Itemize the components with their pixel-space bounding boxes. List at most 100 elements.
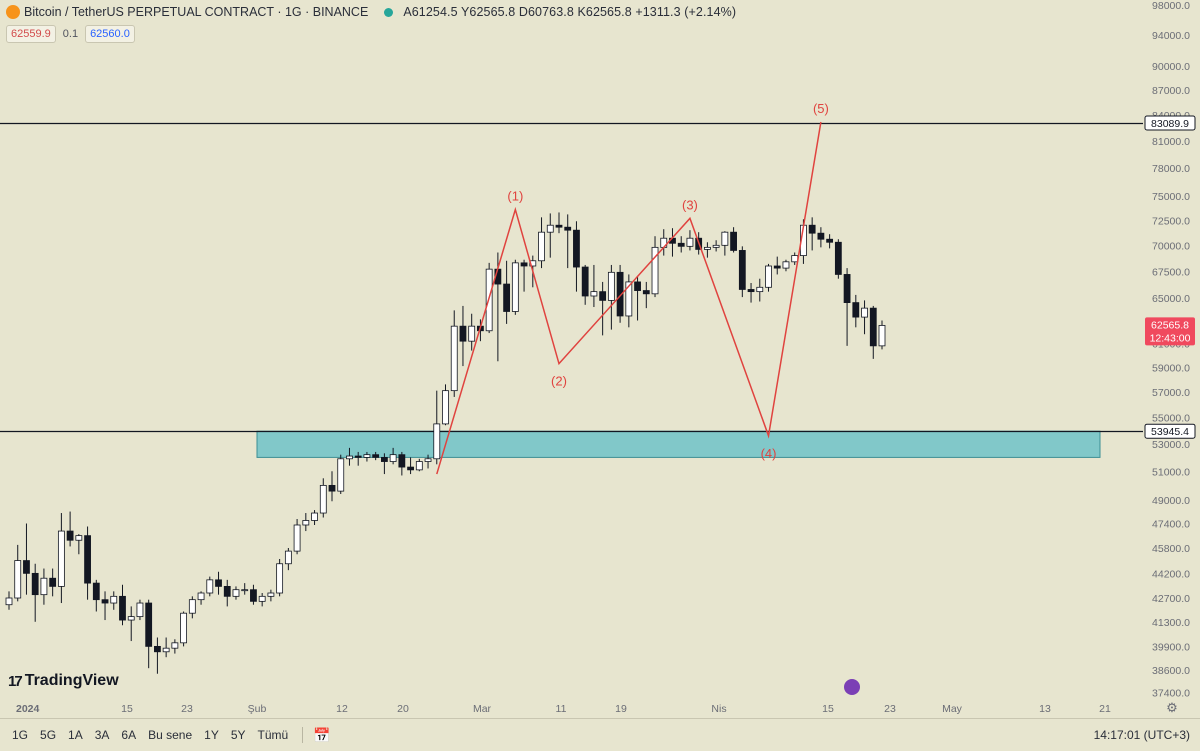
price-chart[interactable]: 37400.0 38600.0 39900.0 41300.0 42700.0 44200… <box>0 0 1200 718</box>
wave-label: (5) <box>813 101 829 116</box>
time-tick-label: 12 <box>336 703 348 715</box>
range-1y-button[interactable]: 1Y <box>204 728 219 742</box>
support-zone-rect[interactable] <box>256 430 1101 458</box>
quote-panel: 62559.9 0.1 62560.0 <box>6 25 135 43</box>
candle-body <box>197 592 205 601</box>
level-price-label: 83089.9 <box>1151 118 1189 130</box>
price-tick-label: 45800.0 <box>1152 543 1190 555</box>
ask-price[interactable]: 62560.0 <box>85 25 135 43</box>
bitcoin-logo-icon <box>6 5 20 19</box>
wave-path[interactable] <box>436 121 822 475</box>
calendar-icon[interactable]: 📅 <box>313 726 331 743</box>
level-price-tag <box>1144 115 1196 131</box>
price-tick-label: 70000.0 <box>1152 240 1190 252</box>
bid-price[interactable]: 62559.9 <box>6 25 56 43</box>
range-5g-button[interactable]: 5G <box>40 728 57 742</box>
candle-body <box>677 242 685 247</box>
candle-body <box>459 325 467 342</box>
time-tick-label: 21 <box>1099 703 1111 715</box>
support-zone <box>256 430 1101 458</box>
candle-body <box>206 579 214 594</box>
horizontal-levels[interactable] <box>0 122 1143 433</box>
candle-body <box>599 291 607 301</box>
axis-settings-icon[interactable]: ⚙ <box>1166 700 1178 715</box>
time-tick-label: 13 <box>1039 703 1051 715</box>
candle-body <box>686 237 694 247</box>
price-tick-label: 78000.0 <box>1152 163 1190 175</box>
symbol-title[interactable]: Bitcoin / TetherUS PERPETUAL CONTRACT · … <box>24 5 369 19</box>
candle-body <box>625 281 633 317</box>
candle-body <box>773 265 781 269</box>
candle-body <box>782 261 790 269</box>
time-tick-label: 19 <box>615 703 627 715</box>
candle-body <box>747 289 755 293</box>
candle-body <box>354 455 362 458</box>
elliott-wave[interactable]: (1) (2) (3) (4) (5) <box>436 101 829 475</box>
range-1g-button[interactable]: 1G <box>12 728 29 742</box>
candle-body <box>573 229 580 268</box>
candle-body <box>564 226 572 231</box>
range-3a-button[interactable]: 3A <box>94 728 110 742</box>
candle-body <box>119 595 126 621</box>
range-1a-button[interactable]: 1A <box>68 728 83 742</box>
price-tick-label: 55000.0 <box>1152 412 1190 424</box>
spread-value: 0.1 <box>62 28 79 40</box>
candle-body <box>127 616 135 621</box>
price-tick-label: 57000.0 <box>1152 387 1190 399</box>
candle-body <box>180 612 188 644</box>
candle-body <box>380 457 388 462</box>
candle-body <box>302 520 310 526</box>
candle-body <box>878 325 886 347</box>
candle-body <box>215 579 222 587</box>
time-tick-label: Şub <box>248 703 267 715</box>
candle-body <box>834 241 842 275</box>
price-tick-label: 98000.0 <box>1152 0 1190 12</box>
price-tick-label: 41300.0 <box>1152 617 1190 629</box>
candle-body <box>756 286 764 293</box>
candle-body <box>14 560 22 599</box>
candle-body <box>826 238 834 243</box>
candle-body <box>75 535 83 541</box>
candle-body <box>407 466 414 471</box>
chart-header: Bitcoin / TetherUS PERPETUAL CONTRACT · … <box>0 0 736 24</box>
price-tick-label: 38600.0 <box>1152 665 1190 677</box>
candle-body <box>23 560 30 574</box>
time-tick-label: 11 <box>556 703 567 715</box>
range-6a-button[interactable]: 6A <box>121 728 137 742</box>
time-tick-label: 15 <box>121 703 133 715</box>
candle-body <box>346 455 353 460</box>
price-tick-label: 42700.0 <box>1152 593 1190 605</box>
candle-body <box>712 244 720 248</box>
candle-body <box>642 290 650 295</box>
bar-countdown-label: 12:43:00 <box>1150 332 1191 344</box>
price-tick-label: 90000.0 <box>1152 61 1190 73</box>
range-all-button[interactable]: Tümü <box>257 728 289 742</box>
event-marker-icon[interactable] <box>844 679 860 695</box>
candle-body <box>791 255 799 263</box>
candle-body <box>852 302 860 318</box>
range-ytd-button[interactable]: Bu sene <box>148 728 193 742</box>
watermark-text: TradingView <box>24 672 119 689</box>
time-tick-label: 20 <box>397 703 409 715</box>
candle-body <box>136 602 144 618</box>
candle-body <box>450 325 458 392</box>
price-tick-label: 94000.0 <box>1152 30 1190 42</box>
price-tick-label: 51000.0 <box>1152 466 1190 478</box>
candle-body <box>84 535 91 584</box>
price-tick-label: 65000.0 <box>1152 293 1190 305</box>
candle-body <box>651 246 659 295</box>
price-tick-label: 44200.0 <box>1152 568 1190 580</box>
candle-body <box>634 281 641 291</box>
candle-body <box>607 271 615 301</box>
candle-body <box>49 577 57 587</box>
candle-body <box>145 602 153 647</box>
range-5y-button[interactable]: 5Y <box>230 728 246 742</box>
candle-body <box>223 585 231 597</box>
candle-body <box>258 595 266 602</box>
candle-body <box>398 454 406 468</box>
candle-body <box>546 224 554 233</box>
candle-body <box>817 232 825 240</box>
candle-body <box>267 592 275 597</box>
time-tick-label: 23 <box>884 703 896 715</box>
candle-body <box>101 599 109 604</box>
